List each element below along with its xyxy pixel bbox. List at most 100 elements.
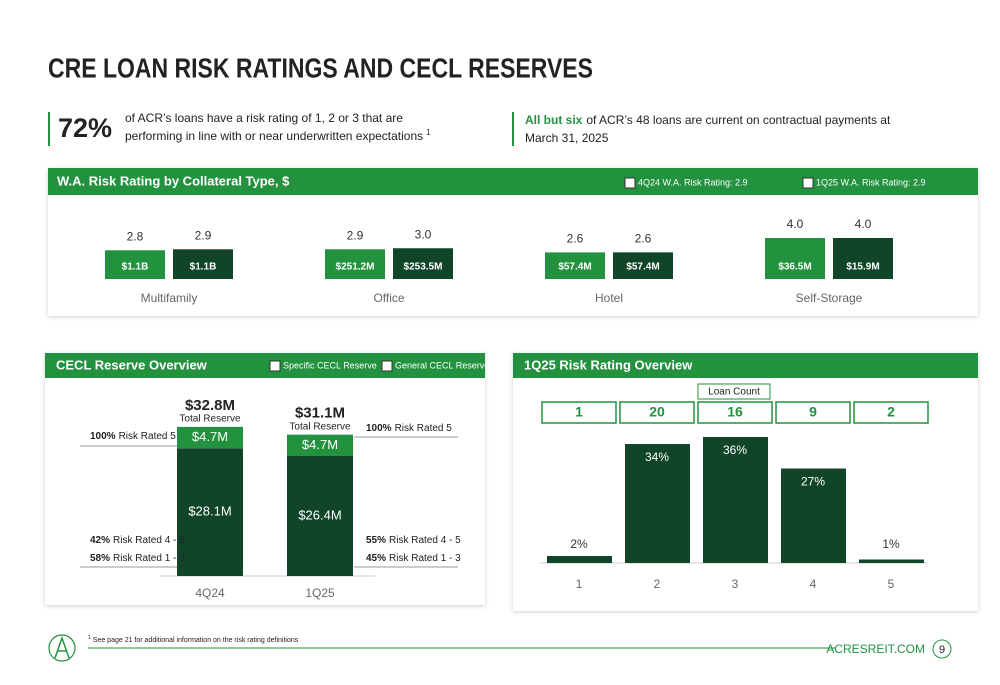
- x-tick-label: Hotel: [595, 291, 623, 305]
- stat-text: performing in line with or near underwri…: [125, 128, 431, 143]
- count-box: [775, 401, 851, 424]
- x-tick-label: 5: [888, 577, 895, 591]
- x-tick-label: Self-Storage: [796, 291, 863, 305]
- bar: [703, 437, 768, 563]
- loan-count: 2: [887, 404, 895, 420]
- bar: [105, 250, 165, 279]
- legend-label: Specific CECL Reserve: [283, 360, 377, 370]
- bar: [859, 559, 924, 563]
- footnote-text: See page 21 for additional information o…: [93, 637, 299, 644]
- total-label: $32.8M: [185, 397, 235, 414]
- footnote-mark: 1: [88, 635, 91, 641]
- bar: [781, 468, 846, 563]
- value-label: 34%: [645, 450, 669, 464]
- annotation-text: Risk Rated 5: [119, 431, 177, 442]
- count-box: [541, 401, 617, 424]
- value-label: $4.7M: [192, 429, 228, 444]
- page-number: 9: [939, 644, 945, 656]
- annotation-pct: 100%: [90, 431, 116, 442]
- amount-label: $36.5M: [778, 262, 811, 273]
- current-bold: All but six: [525, 113, 583, 127]
- value-label: 2.6: [567, 232, 584, 246]
- bar: [547, 556, 612, 563]
- value-label: $4.7M: [302, 437, 338, 452]
- loan-count: 16: [727, 404, 743, 420]
- bar-segment: [177, 426, 243, 449]
- amount-label: $1.1B: [122, 262, 149, 273]
- annotation-text: Risk Rated 4 - 5: [113, 535, 185, 546]
- count-box: [853, 401, 929, 424]
- legend-swatch: [381, 360, 393, 372]
- amount-label: $251.2M: [336, 262, 375, 273]
- value-label: 36%: [723, 443, 747, 457]
- x-tick-label: Multifamily: [141, 291, 198, 305]
- annotation-pct: 45%: [366, 553, 386, 564]
- logo: [48, 634, 76, 662]
- caption-box: [697, 383, 771, 400]
- stat: 72%: [58, 113, 112, 143]
- loan-count: 9: [809, 404, 817, 420]
- annotation-pct: 100%: [366, 423, 392, 434]
- x-tick-label: 1Q25: [305, 586, 335, 600]
- footnote-mark: 1: [426, 128, 431, 137]
- loan-count: 20: [649, 404, 665, 420]
- bar: [173, 249, 233, 279]
- amount-label: $253.5M: [404, 262, 443, 273]
- total-label: $31.1M: [295, 405, 345, 422]
- bar: [545, 252, 605, 279]
- slide-title: CRE LOAN RISK RATINGS AND CECL RESERVES: [48, 52, 593, 83]
- annotation-text: Risk Rated 1 - 3: [389, 553, 461, 564]
- amount-label: $15.9M: [846, 262, 879, 273]
- panel-header: [45, 353, 485, 378]
- value-label: 2%: [570, 537, 588, 551]
- x-tick-label: 2: [654, 577, 661, 591]
- bar-segment: [177, 448, 243, 576]
- x-tick-label: 4: [810, 577, 817, 591]
- value-label: 27%: [801, 475, 825, 489]
- x-tick-label: 1: [576, 577, 583, 591]
- annotation: 100% Risk Rated 5: [366, 423, 452, 434]
- panel-title: W.A. Risk Rating by Collateral Type, $: [57, 173, 290, 188]
- bar: [833, 238, 893, 279]
- bar: [765, 238, 825, 279]
- annotation-text: Risk Rated 5: [395, 423, 453, 434]
- value-label: $26.4M: [298, 507, 341, 522]
- count-box: [697, 401, 773, 424]
- amount-label: $57.4M: [626, 262, 659, 273]
- value-label: 4.0: [855, 217, 872, 231]
- current-text: March 31, 2025: [525, 131, 609, 145]
- current-text-line: of ACR’s 48 loans are current on contrac…: [586, 113, 891, 127]
- value-label: 2.9: [195, 228, 212, 242]
- annotation-text: Risk Rated 4 - 5: [389, 535, 461, 546]
- value-label: 1%: [882, 537, 900, 551]
- bar: [625, 444, 690, 563]
- value-label: 4.0: [787, 217, 804, 231]
- legend-label: 1Q25 W.A. Risk Rating: 2.9: [816, 177, 926, 187]
- loan-count: 1: [575, 404, 583, 420]
- panel-title: CECL Reserve Overview: [56, 357, 208, 372]
- panel-title: 1Q25 Risk Rating Overview: [524, 357, 693, 372]
- legend-swatch: [624, 177, 636, 189]
- loan-count-caption: Loan Count: [708, 387, 760, 398]
- current-text: All but six of ACR’s 48 loans are current…: [525, 113, 891, 127]
- annotation: 58% Risk Rated 1 - 3: [90, 553, 185, 564]
- page-circle: [932, 639, 952, 659]
- bar-segment: [287, 434, 353, 456]
- annotation-text: Risk Rated 1 - 3: [113, 553, 185, 564]
- annotation: 45% Risk Rated 1 - 3: [366, 553, 461, 564]
- value-label: 3.0: [415, 227, 432, 241]
- x-tick-label: Office: [373, 291, 404, 305]
- value-label: $28.1M: [188, 504, 231, 519]
- count-box: [619, 401, 695, 424]
- amount-label: $57.4M: [558, 262, 591, 273]
- stat-text-line: performing in line with or near underwri…: [125, 129, 423, 143]
- value-label: 2.9: [347, 228, 364, 242]
- footnote: 1 See page 21 for additional information …: [88, 635, 299, 644]
- legend-swatch: [269, 360, 281, 372]
- panel-header: [513, 353, 978, 378]
- legend-label: 4Q24 W.A. Risk Rating: 2.9: [638, 177, 748, 187]
- stat-text: of ACR’s loans have a risk rating of 1, …: [125, 111, 403, 125]
- x-tick-label: 4Q24: [195, 586, 225, 600]
- site: ACRESREIT.COM: [826, 642, 925, 656]
- panel: [45, 353, 485, 605]
